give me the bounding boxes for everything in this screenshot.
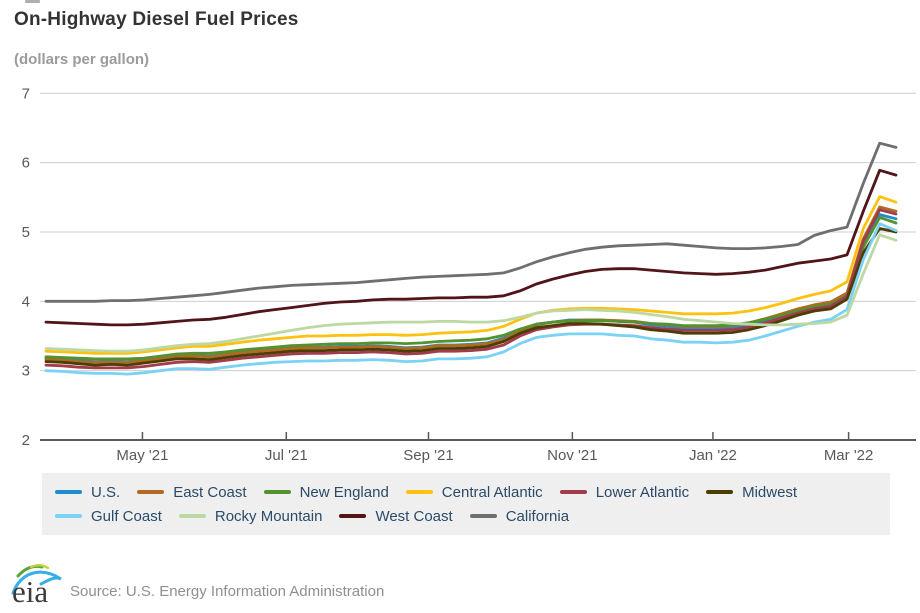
legend-swatch-lower-atlantic xyxy=(559,490,587,494)
top-edge-artifact xyxy=(25,0,40,3)
legend-item-u-s[interactable]: U.S. xyxy=(55,480,120,504)
x-axis-tick-label: Jan '22 xyxy=(689,447,737,464)
legend-item-midwest[interactable]: Midwest xyxy=(706,480,797,504)
chart-legend: U.S. East Coast New England Central Atlanti… xyxy=(42,473,890,535)
eia-logo-blue-swoosh xyxy=(11,570,62,595)
eia-logo-green-arc xyxy=(16,564,44,578)
chart-units-subtitle: (dollars per gallon) xyxy=(14,51,150,68)
x-axis-tick-label: May '21 xyxy=(116,447,168,464)
legend-item-california[interactable]: California xyxy=(469,504,570,528)
legend-swatch-california xyxy=(469,514,497,518)
series-line-west-coast xyxy=(44,168,898,327)
x-axis-tick-label: Nov '21 xyxy=(547,447,597,464)
x-axis-tick-label: Sep '21 xyxy=(403,447,453,464)
legend-swatch-central-atlantic xyxy=(405,490,433,494)
legend-item-west-coast[interactable]: West Coast xyxy=(339,504,453,528)
legend-label: Midwest xyxy=(742,483,798,501)
legend-label: Central Atlantic xyxy=(441,483,543,501)
legend-label: Gulf Coast xyxy=(91,507,162,525)
x-axis-tick-label: Jul '21 xyxy=(265,447,308,464)
legend-label: New England xyxy=(299,483,389,501)
chart-title: On-Highway Diesel Fuel Prices xyxy=(14,9,299,30)
source-attribution: Source: U.S. Energy Information Administ… xyxy=(70,583,385,600)
y-axis-tick-label: 2 xyxy=(22,432,30,449)
legend-swatch-midwest xyxy=(706,490,734,494)
y-axis-tick-label: 4 xyxy=(22,293,30,310)
legend-item-lower-atlantic[interactable]: Lower Atlantic xyxy=(559,480,690,504)
legend-label: Rocky Mountain xyxy=(214,507,323,525)
y-axis-tick-label: 6 xyxy=(22,155,30,172)
legend-label: East Coast xyxy=(173,483,247,501)
legend-swatch-west-coast xyxy=(339,514,367,518)
legend-label: U.S. xyxy=(91,483,121,501)
legend-label: California xyxy=(505,507,570,525)
legend-label: Lower Atlantic xyxy=(595,483,690,501)
legend-label: West Coast xyxy=(375,507,453,525)
y-axis-tick-label: 7 xyxy=(22,85,30,102)
series-line-central-atlantic xyxy=(44,195,898,355)
legend-swatch-u-s xyxy=(55,490,82,494)
legend-item-gulf-coast[interactable]: Gulf Coast xyxy=(55,504,162,528)
eia-logo: eia xyxy=(11,564,62,606)
series-line-new-england xyxy=(44,215,898,361)
y-axis-tick-label: 5 xyxy=(22,224,30,241)
x-axis-tick-label: Mar '22 xyxy=(824,447,874,464)
legend-item-central-atlantic[interactable]: Central Atlantic xyxy=(405,480,543,504)
eia-logo-text: eia xyxy=(12,574,48,606)
series-line-rocky-mountain xyxy=(44,233,898,353)
legend-swatch-east-coast xyxy=(137,490,165,494)
price-line-chart: 7 6 5 4 3 2 May '21 Jul '21 Sep '21 Nov '21 Jan '2… xyxy=(22,85,916,464)
series-line-midwest xyxy=(44,227,898,367)
eia-logo-yellow-arc xyxy=(29,564,50,570)
legend-item-east-coast[interactable]: East Coast xyxy=(137,480,247,504)
legend-item-rocky-mountain[interactable]: Rocky Mountain xyxy=(178,504,323,528)
legend-swatch-rocky-mountain xyxy=(178,514,206,518)
y-axis-tick-label: 3 xyxy=(22,363,30,380)
legend-swatch-gulf-coast xyxy=(55,514,82,518)
series-line-gulf-coast xyxy=(44,222,898,376)
series-line-california xyxy=(44,141,898,303)
legend-swatch-new-england xyxy=(263,490,291,494)
legend-item-new-england[interactable]: New England xyxy=(263,480,389,504)
